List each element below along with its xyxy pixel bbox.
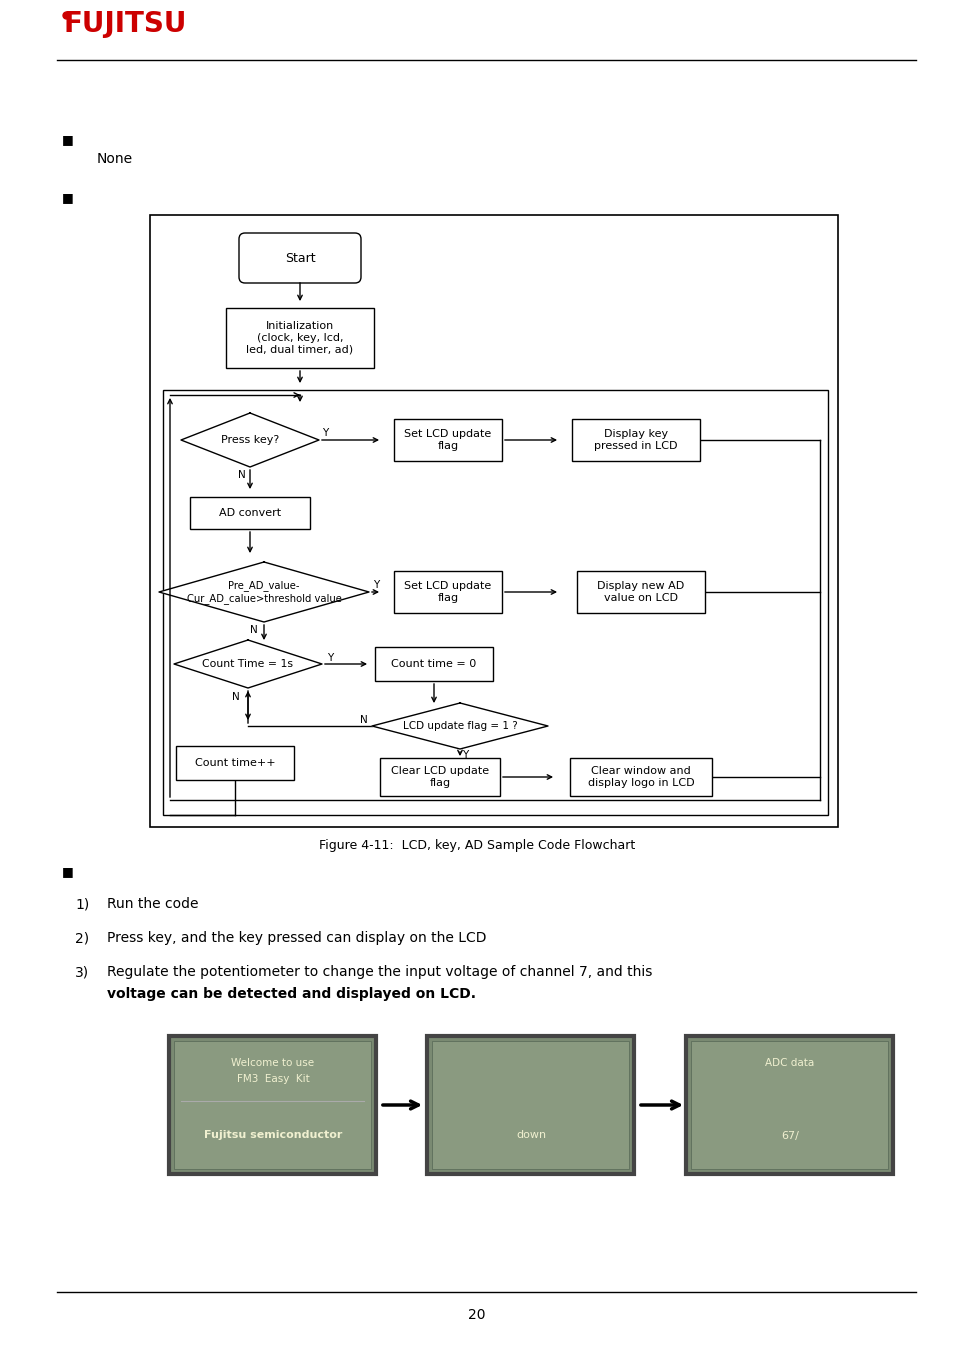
Text: Set LCD update
flag: Set LCD update flag — [404, 429, 491, 451]
FancyBboxPatch shape — [170, 1035, 376, 1174]
Text: voltage can be detected and displayed on LCD.: voltage can be detected and displayed on… — [107, 987, 476, 1000]
Text: N: N — [232, 693, 239, 702]
FancyBboxPatch shape — [427, 1035, 634, 1174]
FancyBboxPatch shape — [163, 390, 827, 815]
Polygon shape — [159, 562, 369, 622]
Text: Y: Y — [461, 751, 468, 760]
FancyBboxPatch shape — [379, 757, 499, 796]
Text: down: down — [516, 1130, 545, 1141]
FancyBboxPatch shape — [686, 1035, 893, 1174]
Text: Y: Y — [327, 653, 333, 663]
Text: Press key, and the key pressed can display on the LCD: Press key, and the key pressed can displ… — [107, 931, 486, 945]
Text: LCD update flag = 1 ?: LCD update flag = 1 ? — [402, 721, 517, 730]
FancyBboxPatch shape — [691, 1041, 887, 1169]
FancyBboxPatch shape — [394, 418, 501, 460]
FancyBboxPatch shape — [577, 571, 704, 613]
Polygon shape — [181, 413, 318, 467]
Text: ■: ■ — [62, 192, 73, 204]
FancyBboxPatch shape — [239, 234, 360, 284]
Text: Set LCD update
flag: Set LCD update flag — [404, 582, 491, 603]
Text: N: N — [238, 470, 246, 481]
FancyBboxPatch shape — [226, 308, 374, 369]
Text: Figure 4-11:  LCD, key, AD Sample Code Flowchart: Figure 4-11: LCD, key, AD Sample Code Fl… — [318, 838, 635, 852]
Text: 3): 3) — [75, 965, 89, 979]
Text: Welcome to use: Welcome to use — [232, 1057, 314, 1068]
Text: 20: 20 — [468, 1308, 485, 1322]
Text: ■: ■ — [62, 134, 73, 147]
Text: FM3  Easy  Kit: FM3 Easy Kit — [236, 1073, 309, 1084]
Text: N: N — [250, 625, 257, 634]
Text: 2): 2) — [75, 931, 89, 945]
Text: None: None — [97, 153, 133, 166]
FancyBboxPatch shape — [190, 497, 310, 529]
FancyBboxPatch shape — [432, 1041, 629, 1169]
Text: Initialization
(clock, key, lcd,
led, dual timer, ad): Initialization (clock, key, lcd, led, du… — [246, 321, 354, 355]
Text: Y: Y — [373, 580, 378, 590]
FancyBboxPatch shape — [394, 571, 501, 613]
Text: Run the code: Run the code — [107, 896, 198, 911]
FancyBboxPatch shape — [175, 747, 294, 780]
Text: Count Time = 1s: Count Time = 1s — [202, 659, 294, 670]
FancyBboxPatch shape — [375, 647, 493, 680]
Polygon shape — [173, 640, 322, 688]
FancyBboxPatch shape — [150, 215, 837, 828]
FancyBboxPatch shape — [572, 418, 700, 460]
Text: 67/: 67/ — [781, 1130, 798, 1141]
FancyBboxPatch shape — [569, 757, 711, 796]
Text: Display key
pressed in LCD: Display key pressed in LCD — [594, 429, 677, 451]
Text: ADC data: ADC data — [764, 1057, 814, 1068]
Text: FUJITSU: FUJITSU — [63, 9, 186, 38]
FancyBboxPatch shape — [174, 1041, 371, 1169]
Text: Count time = 0: Count time = 0 — [391, 659, 476, 670]
Text: Fujitsu semiconductor: Fujitsu semiconductor — [204, 1130, 342, 1141]
Text: N: N — [359, 716, 368, 725]
Text: Regulate the potentiometer to change the input voltage of channel 7, and this: Regulate the potentiometer to change the… — [107, 965, 652, 979]
Text: ■: ■ — [62, 865, 73, 879]
Text: Count time++: Count time++ — [194, 757, 275, 768]
Text: Press key?: Press key? — [221, 435, 279, 446]
Text: Clear LCD update
flag: Clear LCD update flag — [391, 767, 489, 788]
Text: AD convert: AD convert — [218, 508, 281, 518]
Text: Pre_AD_value-
Cur_AD_calue>threshold value: Pre_AD_value- Cur_AD_calue>threshold val… — [187, 580, 341, 603]
Text: 1): 1) — [75, 896, 90, 911]
Text: Y: Y — [321, 428, 328, 437]
Polygon shape — [372, 703, 547, 749]
Text: Display new AD
value on LCD: Display new AD value on LCD — [597, 582, 684, 603]
Text: Start: Start — [284, 251, 315, 265]
Text: Clear window and
display logo in LCD: Clear window and display logo in LCD — [587, 767, 694, 788]
